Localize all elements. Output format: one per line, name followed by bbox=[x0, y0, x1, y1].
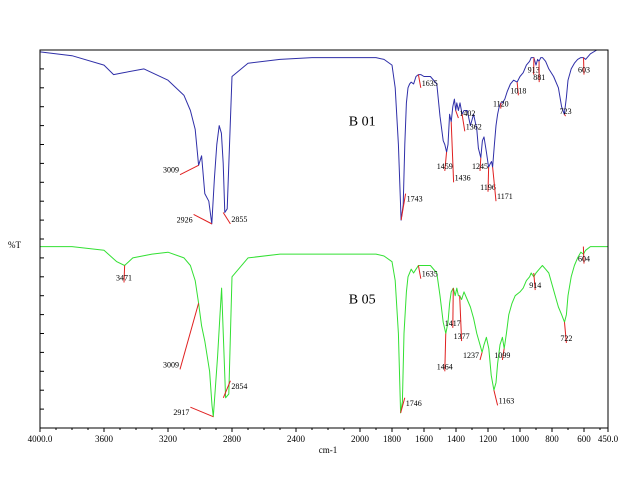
x-tick-label: 1000 bbox=[511, 434, 530, 444]
peak-leader-line bbox=[123, 265, 126, 283]
x-tick-label: 1600 bbox=[415, 434, 434, 444]
peak-label: 1362 bbox=[466, 122, 482, 131]
peak-label: 1743 bbox=[407, 195, 423, 204]
plot-frame bbox=[39, 49, 609, 429]
peak-label: 881 bbox=[533, 73, 545, 82]
peak-label: 1099 bbox=[494, 351, 510, 360]
peak-leader-line bbox=[479, 157, 482, 171]
series-layer bbox=[39, 49, 608, 418]
peak-leader-line bbox=[179, 164, 199, 176]
trace-label: B 01 bbox=[349, 115, 376, 130]
peak-label: 1237 bbox=[463, 351, 479, 360]
peak-leader-line bbox=[179, 303, 200, 370]
trace-labels: B 01 B 05 bbox=[349, 115, 376, 308]
peak-leader-line bbox=[533, 272, 536, 291]
peak-label: 1196 bbox=[480, 183, 496, 192]
peak-leader-line bbox=[487, 167, 490, 192]
peak-label: 1163 bbox=[499, 396, 515, 405]
peak-leader-line bbox=[501, 348, 505, 361]
peak-leader-line bbox=[222, 380, 231, 398]
peak-label: 1635 bbox=[422, 79, 438, 88]
peak-leader-line bbox=[450, 121, 455, 183]
peak-leader-line bbox=[190, 406, 214, 418]
peak-leader-line bbox=[400, 193, 407, 221]
peak-leader-line bbox=[563, 113, 567, 117]
x-tick-label: 2400 bbox=[287, 434, 306, 444]
x-tick-label: 3200 bbox=[159, 434, 178, 444]
peak-leader-line bbox=[516, 82, 519, 96]
y-axis-label: %T bbox=[8, 240, 21, 250]
peak-label: 603 bbox=[578, 66, 590, 75]
peak-label: 1746 bbox=[406, 399, 422, 408]
peak-label: 1436 bbox=[455, 173, 471, 182]
peak-label: 1018 bbox=[510, 86, 526, 95]
peak-label: 722 bbox=[560, 334, 572, 343]
peak-label: 913 bbox=[528, 66, 540, 75]
peak-leader-line bbox=[563, 322, 567, 343]
peak-leader-line bbox=[461, 114, 466, 132]
peak-leader-line bbox=[444, 152, 448, 172]
y-axis-ticks bbox=[40, 49, 44, 429]
peak-leader-line bbox=[400, 397, 406, 414]
peak-label: 604 bbox=[578, 255, 590, 264]
peak-label: 2854 bbox=[231, 382, 247, 391]
peak-label: 3009 bbox=[163, 166, 179, 175]
peak-label: 1402 bbox=[459, 109, 475, 118]
x-tick-label: 1200 bbox=[479, 434, 498, 444]
peak-label: 1245 bbox=[472, 162, 488, 171]
peak-label: 1120 bbox=[493, 100, 509, 109]
peak-label: 723 bbox=[560, 107, 572, 116]
peak-leader-line bbox=[492, 167, 497, 202]
peak-label: 1171 bbox=[497, 192, 513, 201]
peak-leader-line bbox=[459, 295, 463, 342]
peak-label: 2855 bbox=[231, 215, 247, 224]
peak-leader-line bbox=[455, 110, 459, 119]
peak-leader-line bbox=[444, 333, 447, 372]
peak-label: 1464 bbox=[437, 362, 453, 371]
peak-label: 3009 bbox=[163, 360, 179, 369]
x-tick-label: 800 bbox=[545, 434, 559, 444]
trace-label: B 05 bbox=[349, 292, 376, 307]
peak-label: 1377 bbox=[454, 332, 470, 341]
x-tick-label: 1400 bbox=[447, 434, 466, 444]
peak-leader-line bbox=[417, 265, 422, 279]
x-tick-label: 3600 bbox=[95, 434, 114, 444]
x-tick-label: 2800 bbox=[223, 434, 242, 444]
peak-label: 914 bbox=[529, 281, 541, 290]
x-tick-label: 600 bbox=[577, 434, 591, 444]
x-tick-label: 1800 bbox=[383, 434, 402, 444]
x-tick-label: 450.0 bbox=[598, 434, 619, 444]
peak-leader-line bbox=[417, 74, 422, 88]
peak-label: 1635 bbox=[422, 270, 438, 279]
peak-label: 3471 bbox=[116, 273, 132, 282]
series-line-b-05 bbox=[40, 246, 608, 418]
peak-leader-line bbox=[582, 246, 585, 264]
peak-label: 2926 bbox=[177, 215, 193, 224]
series-line-b-01 bbox=[39, 49, 608, 225]
x-tick-label: 2000 bbox=[351, 434, 370, 444]
peak-leader-line bbox=[479, 352, 483, 361]
x-tick-label: 4000.0 bbox=[28, 434, 53, 444]
peak-leader-line bbox=[493, 390, 499, 406]
peak-leader-line bbox=[222, 212, 231, 225]
x-axis-label: cm-1 bbox=[319, 445, 338, 455]
peak-label: 1417 bbox=[445, 319, 461, 328]
peak-label: 1459 bbox=[437, 162, 453, 171]
peak-leader-line bbox=[193, 213, 213, 225]
peak-label: 2917 bbox=[173, 408, 189, 417]
x-axis-ticks: 4000.0 3600 3200 2800 2400 2000 1800 1600 1400 12… bbox=[28, 428, 619, 444]
